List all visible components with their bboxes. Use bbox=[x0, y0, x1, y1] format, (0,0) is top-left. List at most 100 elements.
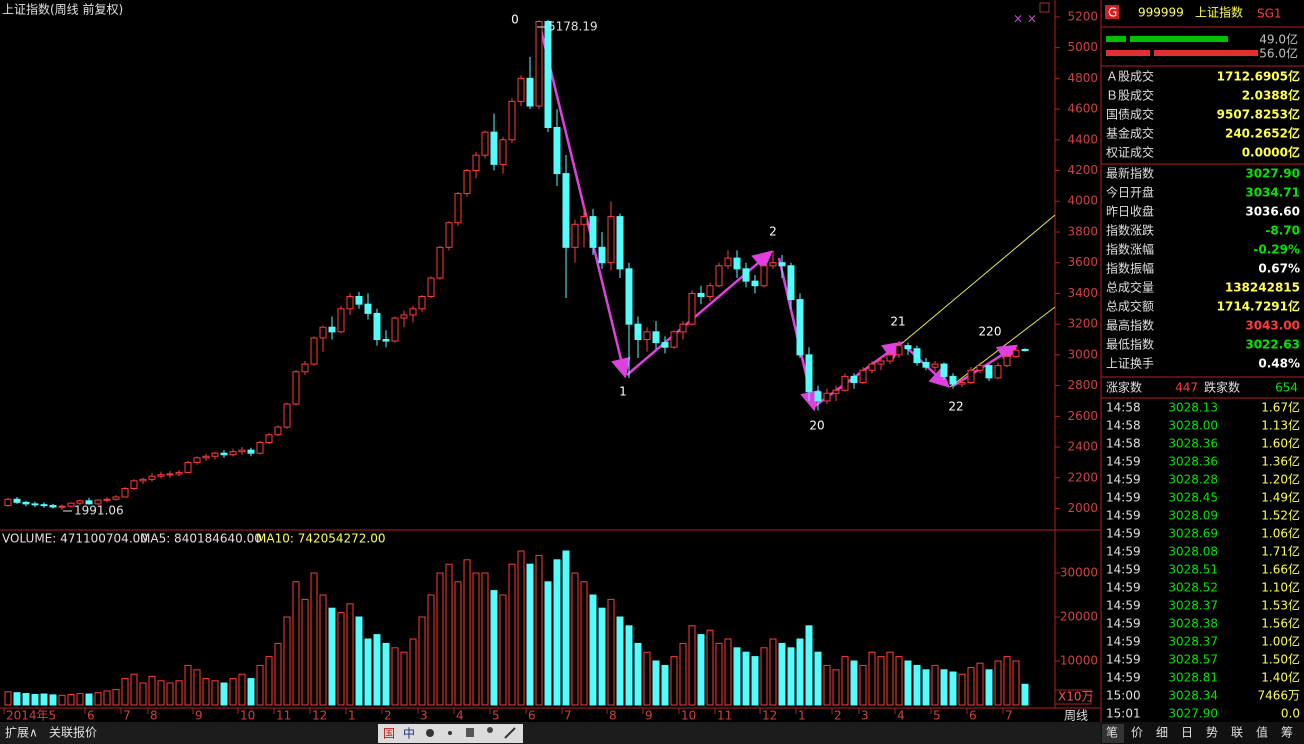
volume-bar bbox=[679, 642, 687, 706]
x-tick-label: 2 bbox=[834, 709, 842, 723]
tick-price: 3028.37 bbox=[1168, 599, 1218, 613]
candle-body bbox=[238, 449, 246, 453]
y-tick-label: 2600 bbox=[1067, 409, 1098, 423]
volume-bar bbox=[499, 594, 507, 706]
trend-line bbox=[899, 214, 1056, 346]
tick-price: 3028.81 bbox=[1168, 671, 1218, 685]
tab[interactable]: 日 bbox=[1181, 726, 1193, 740]
volume-bar bbox=[202, 678, 210, 706]
stat-value: 1714.7291亿 bbox=[1217, 299, 1300, 314]
candle-body bbox=[805, 354, 813, 393]
volume-bar bbox=[760, 647, 768, 706]
candle-body bbox=[562, 173, 570, 248]
candle-body bbox=[373, 312, 381, 341]
toolbar-icon[interactable] bbox=[504, 727, 516, 739]
toolbar-icon[interactable] bbox=[466, 728, 474, 737]
volume-bar bbox=[220, 682, 228, 706]
stat-value: 138242815 bbox=[1225, 281, 1300, 295]
tab[interactable]: 价 bbox=[1131, 726, 1143, 740]
tab[interactable]: 细 bbox=[1156, 726, 1168, 740]
candle-body bbox=[859, 369, 867, 384]
tab[interactable]: 势 bbox=[1206, 726, 1218, 740]
volume-bar bbox=[778, 642, 786, 706]
candle-body bbox=[427, 277, 435, 297]
tick-volume: 1.66亿 bbox=[1261, 562, 1300, 577]
candle-body bbox=[544, 21, 552, 129]
candle-body bbox=[364, 303, 372, 314]
breadth-down: 654 bbox=[1275, 381, 1298, 395]
candle-body bbox=[823, 392, 831, 402]
breadth-label: 涨家数 bbox=[1106, 380, 1142, 395]
tick-time: 14:59 bbox=[1106, 653, 1141, 667]
tick-price: 3027.90 bbox=[1168, 707, 1218, 721]
volume-bar bbox=[85, 693, 93, 706]
candle-body bbox=[922, 362, 930, 368]
stat-label: 指数涨跌 bbox=[1106, 223, 1154, 238]
bottom-button[interactable]: 扩展∧ bbox=[5, 726, 38, 740]
tick-time: 14:59 bbox=[1106, 545, 1141, 559]
candle-body bbox=[994, 365, 1002, 379]
volume-unit: X10万 bbox=[1058, 690, 1094, 704]
candle-body bbox=[274, 426, 282, 436]
candle-body bbox=[787, 265, 795, 301]
y-tick-label: 2400 bbox=[1067, 440, 1098, 454]
tick-time: 14:59 bbox=[1106, 491, 1141, 505]
sell-volume: 56.0亿 bbox=[1259, 46, 1298, 61]
tick-volume: 7466万 bbox=[1257, 689, 1300, 703]
unit-box bbox=[1054, 689, 1092, 705]
tab[interactable]: 值 bbox=[1256, 725, 1268, 740]
x-tick-label: 9 bbox=[195, 709, 203, 723]
toolbar-icon[interactable] bbox=[487, 727, 493, 733]
wave-label: 220 bbox=[979, 325, 1002, 339]
bottom-button[interactable]: 关联报价 bbox=[49, 725, 97, 740]
tab[interactable]: 笔 bbox=[1106, 725, 1118, 740]
volume-bar bbox=[22, 693, 30, 706]
toolbar-button[interactable]: 中 bbox=[403, 726, 415, 741]
candle-body bbox=[778, 262, 786, 267]
candle-body bbox=[301, 363, 309, 373]
volume-bar bbox=[580, 581, 588, 706]
candle-body bbox=[319, 326, 327, 339]
x-tick-label: 4 bbox=[897, 709, 905, 723]
candle-body bbox=[175, 471, 183, 475]
volume-bar bbox=[355, 616, 363, 706]
candle-body bbox=[715, 265, 723, 287]
candle-body bbox=[256, 441, 264, 454]
toolbar-icon[interactable] bbox=[448, 731, 452, 735]
volume-bar bbox=[49, 694, 57, 706]
volume-bar bbox=[148, 675, 156, 706]
candle-body bbox=[31, 503, 39, 506]
tick-time: 14:59 bbox=[1106, 671, 1141, 685]
tab[interactable]: 联 bbox=[1231, 726, 1243, 740]
candle-body bbox=[346, 295, 354, 310]
volume-bar bbox=[229, 678, 237, 706]
volume-bar bbox=[418, 616, 426, 706]
tick-time: 14:59 bbox=[1106, 527, 1141, 541]
toolbar-icon[interactable] bbox=[426, 729, 434, 737]
volume-bar bbox=[634, 642, 642, 706]
volume-bar bbox=[211, 680, 219, 706]
volume-header: MA5: 840184640.00 bbox=[140, 532, 262, 546]
breadth-label: 跌家数 bbox=[1204, 380, 1240, 395]
candle-body bbox=[652, 331, 660, 344]
candle-body bbox=[391, 317, 399, 342]
candle-body bbox=[445, 222, 453, 248]
icon[interactable] bbox=[1039, 2, 1050, 13]
tick-volume: 1.13亿 bbox=[1261, 418, 1300, 433]
volume-bar bbox=[1021, 683, 1029, 706]
volume-bar bbox=[643, 651, 651, 706]
volume-bar bbox=[292, 581, 300, 706]
candle-body bbox=[616, 216, 624, 270]
x-tick-label: 10 bbox=[240, 709, 255, 723]
x-tick-label: 2014年5 bbox=[6, 709, 56, 723]
candle-body bbox=[121, 488, 129, 498]
volume-bar bbox=[472, 572, 480, 706]
volume-bar bbox=[742, 651, 750, 706]
period-label[interactable]: 周线 bbox=[1064, 709, 1088, 723]
tab[interactable]: 筹 bbox=[1281, 726, 1293, 740]
buy-volume: 49.0亿 bbox=[1259, 32, 1298, 47]
candle-body bbox=[166, 473, 174, 476]
volume-bar bbox=[247, 678, 255, 706]
toolbar-button[interactable]: 国 bbox=[383, 727, 395, 741]
volume-bar bbox=[409, 638, 417, 706]
